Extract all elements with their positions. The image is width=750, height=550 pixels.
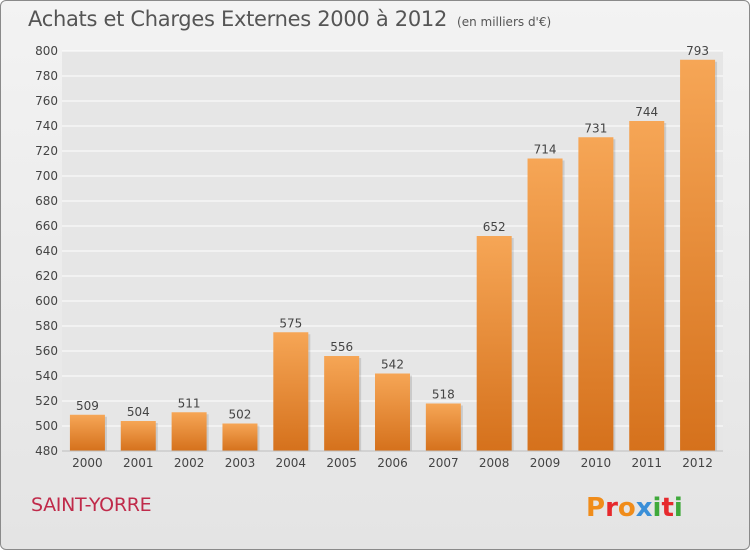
title-text: Achats et Charges Externes 2000 à 2012 bbox=[28, 7, 448, 31]
y-tick-label: 780 bbox=[35, 69, 58, 83]
x-tick-label: 2010 bbox=[581, 456, 612, 470]
bar-value-label: 542 bbox=[381, 358, 404, 372]
x-tick-label: 2008 bbox=[479, 456, 510, 470]
y-tick-label: 700 bbox=[35, 169, 58, 183]
y-tick-label: 800 bbox=[35, 44, 58, 58]
bar-value-label: 793 bbox=[686, 44, 709, 58]
y-tick-label: 620 bbox=[35, 269, 58, 283]
y-tick-label: 600 bbox=[35, 294, 58, 308]
bar bbox=[171, 412, 207, 451]
y-tick-label: 740 bbox=[35, 119, 58, 133]
bar-value-label: 652 bbox=[483, 220, 506, 234]
bar bbox=[324, 356, 360, 451]
y-tick-label: 660 bbox=[35, 219, 58, 233]
x-tick-label: 2012 bbox=[682, 456, 713, 470]
x-tick-label: 2009 bbox=[530, 456, 561, 470]
bar-value-label: 714 bbox=[534, 143, 557, 157]
bar-value-label: 504 bbox=[127, 405, 150, 419]
x-tick-label: 2005 bbox=[326, 456, 357, 470]
x-tick-label: 2006 bbox=[377, 456, 408, 470]
bar bbox=[273, 332, 309, 451]
bar bbox=[629, 121, 665, 451]
bar-value-label: 511 bbox=[178, 396, 201, 410]
bar-value-label: 518 bbox=[432, 388, 455, 402]
bar bbox=[222, 423, 258, 451]
x-tick-label: 2001 bbox=[123, 456, 154, 470]
bar-value-label: 556 bbox=[330, 340, 353, 354]
commune-name: SAINT-YORRE bbox=[31, 494, 152, 516]
y-tick-label: 500 bbox=[35, 419, 58, 433]
chart-title: Achats et Charges Externes 2000 à 2012 (e… bbox=[28, 7, 551, 37]
bar-value-label: 509 bbox=[76, 399, 99, 413]
y-tick-label: 580 bbox=[35, 319, 58, 333]
y-tick-label: 760 bbox=[35, 94, 58, 108]
y-tick-label: 720 bbox=[35, 144, 58, 158]
y-tick-label: 560 bbox=[35, 344, 58, 358]
y-tick-label: 640 bbox=[35, 244, 58, 258]
bar bbox=[375, 373, 410, 451]
y-tick-label: 680 bbox=[35, 194, 58, 208]
y-tick-label: 480 bbox=[35, 444, 58, 458]
y-tick-label: 520 bbox=[35, 394, 58, 408]
y-tick-label: 540 bbox=[35, 369, 58, 383]
x-tick-label: 2000 bbox=[72, 456, 103, 470]
x-tick-label: 2002 bbox=[174, 456, 205, 470]
bar bbox=[680, 59, 716, 451]
x-tick-label: 2004 bbox=[276, 456, 307, 470]
logo-text: Proxiti bbox=[586, 493, 683, 523]
bar bbox=[69, 414, 105, 451]
bar-value-label: 502 bbox=[229, 408, 252, 422]
bar bbox=[578, 137, 614, 451]
bar bbox=[527, 158, 563, 451]
bar bbox=[425, 403, 461, 451]
x-tick-label: 2003 bbox=[225, 456, 256, 470]
bar-value-label: 731 bbox=[584, 121, 607, 135]
bar bbox=[476, 236, 512, 451]
x-tick-label: 2007 bbox=[428, 456, 459, 470]
bar-value-label: 744 bbox=[635, 105, 658, 119]
x-tick-label: 2011 bbox=[631, 456, 662, 470]
chart-subtitle: (en milliers d'€) bbox=[457, 15, 552, 29]
bar bbox=[120, 421, 156, 451]
bar-value-label: 575 bbox=[279, 316, 302, 330]
proxiti-logo: Proxiti bbox=[586, 493, 683, 523]
